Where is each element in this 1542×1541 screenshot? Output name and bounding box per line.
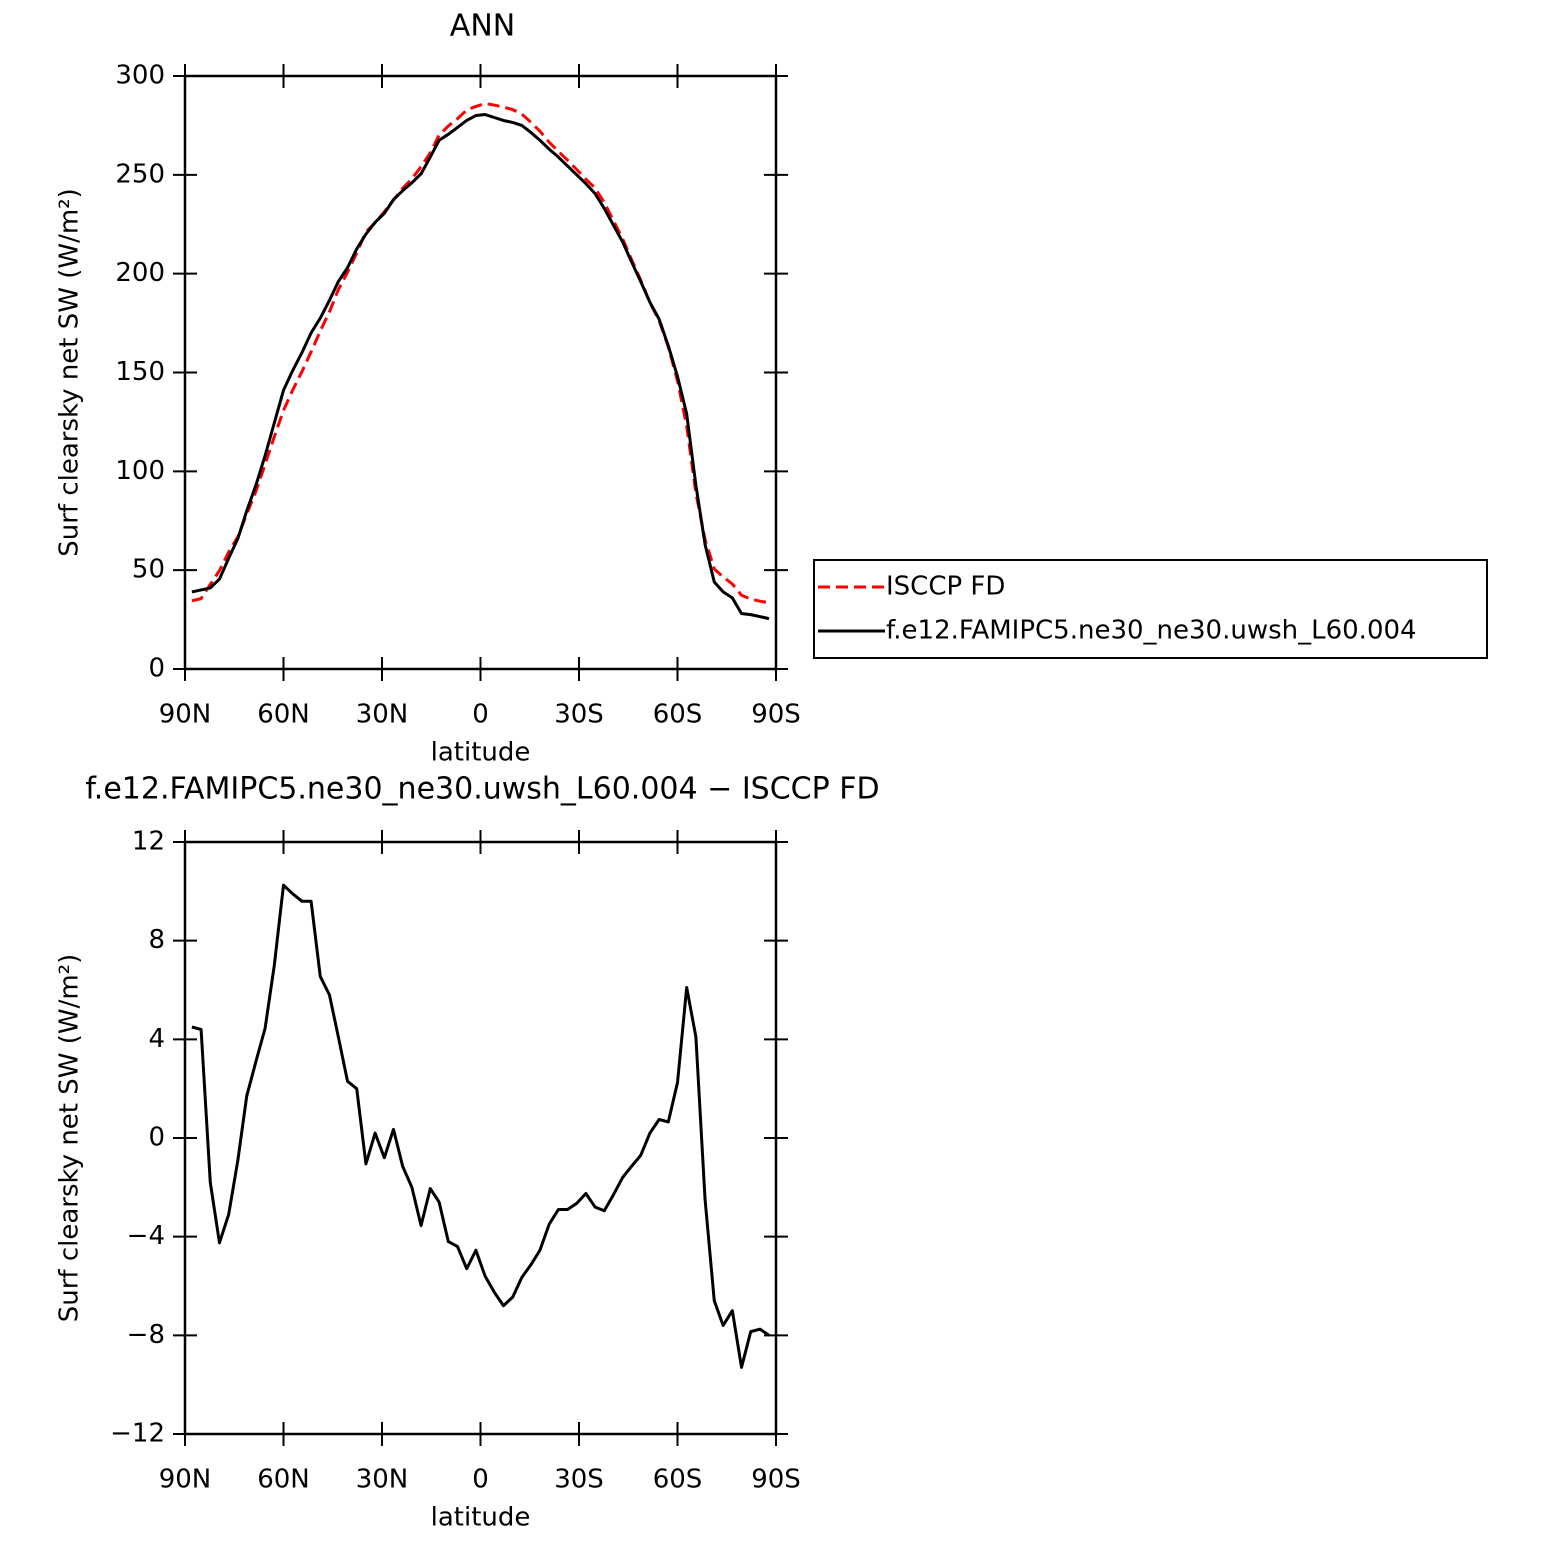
x-tick-label: 60N (257, 1465, 310, 1495)
legend-label: f.e12.FAMIPC5.ne30_ne30.uwsh_L60.004 (886, 616, 1417, 646)
y-tick-label: 100 (115, 456, 165, 486)
x-tick-label: 90N (159, 1465, 212, 1495)
y-tick-label: 150 (115, 357, 165, 387)
legend-box (813, 559, 1488, 659)
y-tick-label: 200 (115, 258, 165, 288)
data-line (191, 883, 770, 1369)
y-tick-label: −12 (110, 1419, 165, 1449)
y-tick-label: −4 (127, 1221, 165, 1251)
legend-label: ISCCP FD (886, 572, 1005, 602)
x-tick-label: 90S (751, 1465, 801, 1495)
x-axis-label: latitude (431, 1503, 531, 1533)
x-tick-label: 60N (257, 700, 310, 730)
y-tick-label: 300 (115, 61, 165, 91)
x-tick-label: 30N (356, 700, 409, 730)
plot-frame (183, 74, 778, 671)
y-tick-label: 50 (132, 555, 165, 585)
x-tick-label: 0 (472, 1465, 489, 1495)
x-tick-label: 60S (653, 700, 703, 730)
chart-title: ANN (450, 9, 515, 44)
y-tick-label: 0 (148, 1123, 165, 1153)
y-axis-label: Surf clearsky net SW (W/m²) (55, 188, 85, 556)
x-axis-label: latitude (431, 738, 531, 768)
data-line (191, 113, 770, 621)
chart-title: f.e12.FAMIPC5.ne30_ne30.uwsh_L60.004 − I… (85, 772, 879, 807)
x-tick-label: 60S (653, 1465, 703, 1495)
x-tick-label: 30S (554, 1465, 604, 1495)
x-tick-label: 30S (554, 700, 604, 730)
data-line (191, 101, 770, 605)
plot-frame (183, 840, 778, 1436)
y-tick-label: 8 (148, 925, 165, 955)
x-tick-label: 90N (159, 700, 212, 730)
x-tick-label: 0 (472, 700, 489, 730)
y-tick-label: −8 (127, 1320, 165, 1350)
x-tick-label: 90S (751, 700, 801, 730)
x-tick-label: 30N (356, 1465, 409, 1495)
y-tick-label: 12 (132, 827, 165, 857)
y-tick-label: 0 (148, 654, 165, 684)
y-tick-label: 4 (148, 1024, 165, 1054)
y-tick-label: 250 (115, 159, 165, 189)
y-axis-label: Surf clearsky net SW (W/m²) (55, 954, 85, 1322)
